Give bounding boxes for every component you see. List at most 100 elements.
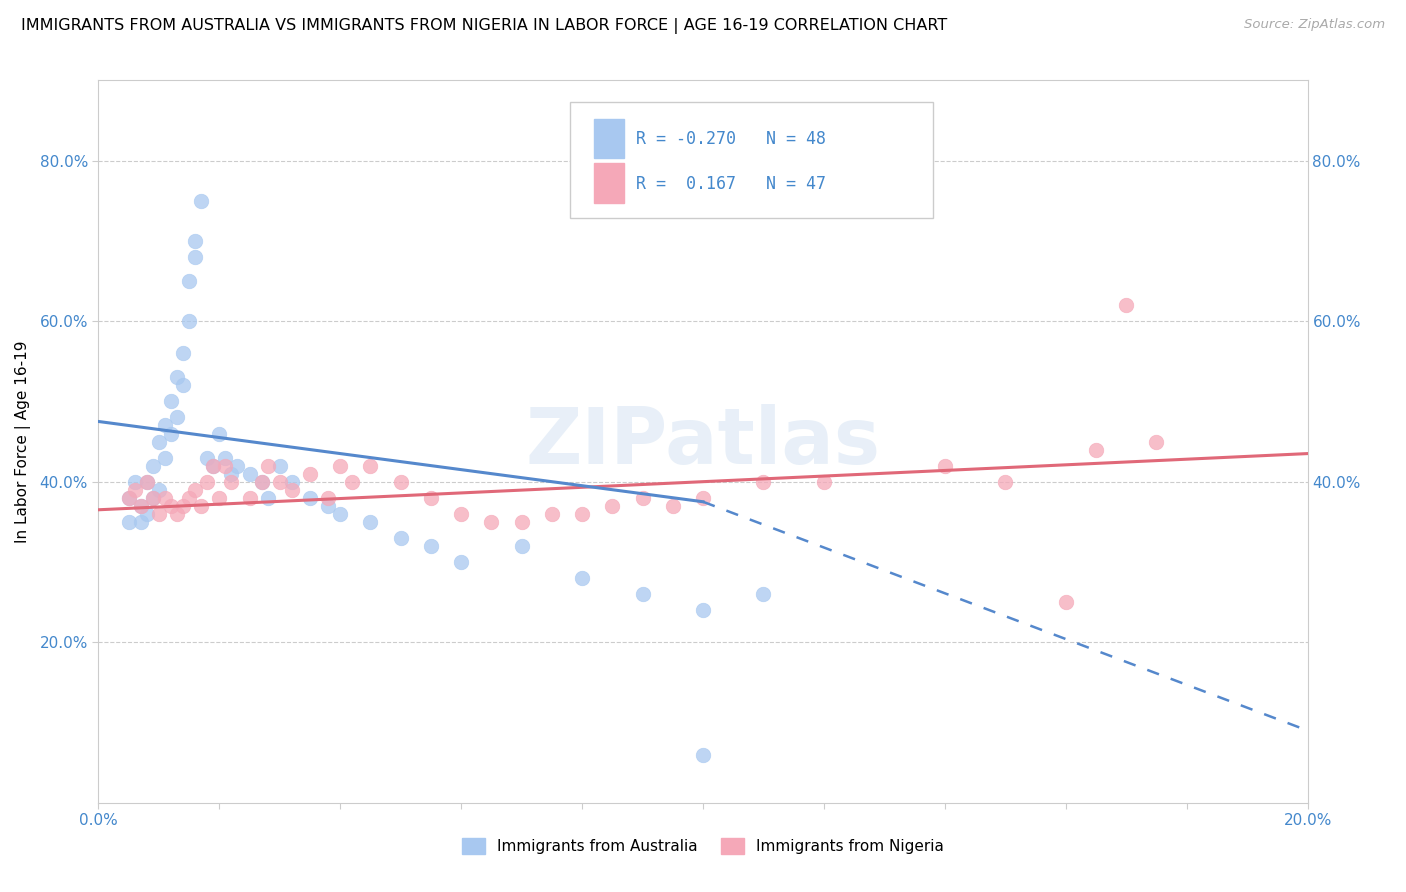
Point bbox=[692, 491, 714, 505]
Y-axis label: In Labor Force | Age 16-19: In Labor Force | Age 16-19 bbox=[15, 340, 31, 543]
Point bbox=[250, 475, 273, 489]
Point bbox=[179, 274, 201, 288]
Point bbox=[166, 410, 188, 425]
Point bbox=[631, 491, 654, 505]
Point bbox=[281, 475, 304, 489]
Point bbox=[450, 555, 472, 569]
Point bbox=[135, 475, 157, 489]
Point bbox=[226, 458, 249, 473]
Point bbox=[269, 475, 291, 489]
Point bbox=[184, 483, 207, 497]
Point bbox=[153, 491, 176, 505]
Point bbox=[166, 370, 188, 384]
Point bbox=[214, 458, 236, 473]
Point bbox=[813, 475, 835, 489]
Legend: Immigrants from Australia, Immigrants from Nigeria: Immigrants from Australia, Immigrants fr… bbox=[456, 832, 950, 860]
Point bbox=[166, 507, 188, 521]
Point bbox=[316, 499, 339, 513]
Point bbox=[510, 515, 533, 529]
Point bbox=[172, 378, 194, 392]
Point bbox=[510, 539, 533, 553]
Text: R = -0.270   N = 48: R = -0.270 N = 48 bbox=[637, 130, 827, 148]
Point bbox=[1144, 434, 1167, 449]
Point bbox=[420, 491, 443, 505]
Point bbox=[1115, 298, 1137, 312]
Point bbox=[661, 499, 683, 513]
Point bbox=[994, 475, 1017, 489]
Point bbox=[172, 499, 194, 513]
Point bbox=[481, 515, 503, 529]
Point bbox=[571, 571, 593, 585]
Point bbox=[129, 499, 152, 513]
Point bbox=[190, 499, 212, 513]
Point bbox=[129, 515, 152, 529]
Point bbox=[148, 434, 170, 449]
Point bbox=[179, 491, 201, 505]
Point bbox=[142, 458, 165, 473]
Point bbox=[179, 314, 201, 328]
Point bbox=[299, 491, 322, 505]
Text: ZIPatlas: ZIPatlas bbox=[526, 403, 880, 480]
Point bbox=[153, 418, 176, 433]
Point bbox=[160, 426, 183, 441]
Point bbox=[360, 458, 382, 473]
Point bbox=[202, 458, 225, 473]
Point bbox=[239, 467, 262, 481]
Point bbox=[389, 475, 412, 489]
Point bbox=[1054, 595, 1077, 609]
Text: IMMIGRANTS FROM AUSTRALIA VS IMMIGRANTS FROM NIGERIA IN LABOR FORCE | AGE 16-19 : IMMIGRANTS FROM AUSTRALIA VS IMMIGRANTS … bbox=[21, 18, 948, 34]
Point bbox=[129, 499, 152, 513]
Point bbox=[256, 491, 278, 505]
Point bbox=[160, 499, 183, 513]
Point bbox=[135, 475, 157, 489]
Point bbox=[571, 507, 593, 521]
Point bbox=[148, 507, 170, 521]
Point bbox=[540, 507, 562, 521]
Point bbox=[160, 394, 183, 409]
FancyBboxPatch shape bbox=[595, 163, 624, 203]
Point bbox=[342, 475, 364, 489]
Text: Source: ZipAtlas.com: Source: ZipAtlas.com bbox=[1244, 18, 1385, 31]
Point bbox=[153, 450, 176, 465]
Point bbox=[239, 491, 262, 505]
Point bbox=[184, 234, 207, 248]
Point bbox=[1085, 442, 1108, 457]
Point bbox=[450, 507, 472, 521]
Point bbox=[142, 491, 165, 505]
Point bbox=[202, 458, 225, 473]
Point bbox=[602, 499, 624, 513]
Point bbox=[934, 458, 956, 473]
Point bbox=[420, 539, 443, 553]
Point bbox=[124, 475, 146, 489]
Point bbox=[752, 587, 775, 601]
Point bbox=[195, 450, 218, 465]
Point bbox=[118, 491, 141, 505]
Point bbox=[135, 507, 157, 521]
Point bbox=[631, 587, 654, 601]
Point bbox=[190, 194, 212, 208]
Point bbox=[256, 458, 278, 473]
Point bbox=[124, 483, 146, 497]
Point bbox=[221, 475, 243, 489]
FancyBboxPatch shape bbox=[569, 102, 932, 218]
Point bbox=[184, 250, 207, 264]
Point bbox=[172, 346, 194, 360]
Point bbox=[692, 747, 714, 762]
Point bbox=[208, 426, 231, 441]
Point bbox=[118, 491, 141, 505]
Point bbox=[250, 475, 273, 489]
Point bbox=[195, 475, 218, 489]
Point bbox=[329, 507, 352, 521]
Point bbox=[360, 515, 382, 529]
Point bbox=[214, 450, 236, 465]
Point bbox=[142, 491, 165, 505]
Point bbox=[692, 603, 714, 617]
Text: R =  0.167   N = 47: R = 0.167 N = 47 bbox=[637, 175, 827, 193]
Point bbox=[752, 475, 775, 489]
Point bbox=[281, 483, 304, 497]
Point bbox=[389, 531, 412, 545]
Point bbox=[329, 458, 352, 473]
Point bbox=[148, 483, 170, 497]
Point bbox=[221, 467, 243, 481]
FancyBboxPatch shape bbox=[595, 119, 624, 158]
